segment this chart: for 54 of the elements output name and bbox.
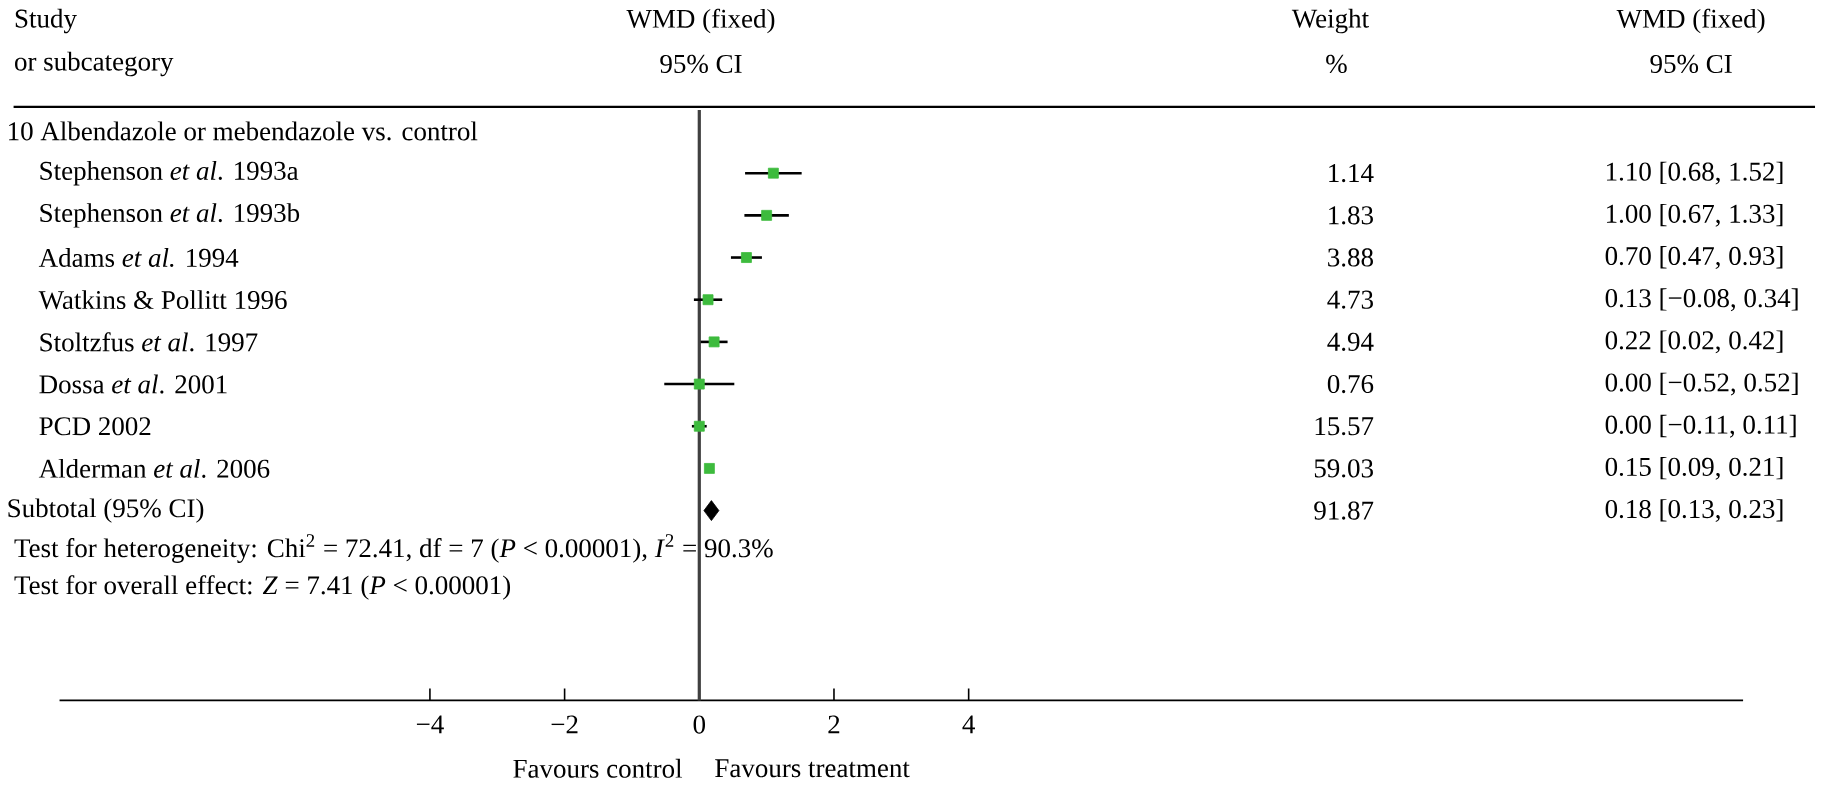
y-tick-label: Subtotal (95% CI) — [8, 498, 204, 523]
annotation: 1.00 [0.67, 1.33] — [1606, 203, 1783, 227]
annotation: 0.15 [0.09, 0.21] — [1605, 456, 1783, 480]
annotation: 91.87 — [1314, 501, 1374, 520]
annotation: 1.14 — [1329, 163, 1374, 183]
text: or subcategory — [15, 51, 174, 77]
text: Weight — [1291, 8, 1369, 34]
x-tick-label: −4 — [416, 715, 444, 734]
y-tick-label: Watkins & Pollitt 1996 — [38, 290, 287, 310]
y-tick-label: Stoltzfus et al. 1997 — [40, 332, 258, 352]
point — [693, 420, 705, 432]
text: % — [1326, 54, 1347, 73]
annotation: 1.10 [0.68, 1.52] — [1606, 161, 1783, 185]
annotation: 0.22 [0.02, 0.42] — [1605, 330, 1783, 354]
annotation: 1.83 — [1329, 206, 1373, 225]
annotation: 59.03 — [1314, 459, 1373, 478]
annotation: 0.18 [0.13, 0.23] — [1605, 499, 1783, 522]
text: 95% CI — [1650, 54, 1732, 73]
y-tick-label: 10 Albendazole or mebendazole vs. control — [9, 121, 478, 141]
x-tick-label: 4 — [962, 715, 975, 734]
point — [708, 336, 720, 348]
x-tick-label: 2 — [828, 715, 840, 734]
annotation: 4.94 — [1327, 332, 1374, 351]
annotation: 0.00 [−0.52, 0.52] — [1605, 372, 1798, 396]
text: Study — [15, 8, 77, 34]
x-tick-label: 0 — [693, 715, 706, 734]
point — [741, 251, 752, 263]
y-tick-label: PCD 2002 — [39, 416, 151, 436]
text: Favours treatment — [715, 759, 910, 778]
point — [702, 294, 714, 305]
annotation: 0.76 — [1327, 374, 1374, 394]
y-tick-label: Stephenson et al. 1993b — [40, 202, 300, 228]
annotation: 15.57 — [1315, 417, 1374, 436]
point — [761, 209, 773, 221]
point — [703, 500, 720, 521]
text: Favours control — [513, 758, 683, 778]
point — [693, 378, 705, 390]
annotation: Test for heterogeneity: Chi$^{2}$ = 72.41, df = 7 (P < 0.00001), I$^{2}$ = 90.3% — [14, 533, 773, 563]
annotation: 0.70 [0.47, 0.93] — [1605, 245, 1783, 269]
annotation: 0.13 [−0.08, 0.34] — [1605, 288, 1798, 311]
x-tick-label: −2 — [551, 715, 578, 734]
point — [704, 462, 715, 474]
annotation: 0.00 [−0.11, 0.11] — [1605, 414, 1796, 438]
y-tick-label: Dossa et al. 2001 — [39, 374, 227, 394]
y-tick-label: Stephenson et al. 1993a — [40, 160, 299, 186]
point — [767, 167, 779, 179]
text: 95% CI — [660, 54, 742, 73]
text: WMD (fixed) — [1616, 8, 1765, 34]
y-tick-label: Adams et al. 1994 — [38, 247, 239, 267]
annotation: 4.73 — [1327, 290, 1373, 309]
y-tick-label: Alderman et al. 2006 — [38, 458, 270, 478]
text: WMD (fixed) — [626, 8, 775, 34]
annotation: 3.88 — [1328, 248, 1373, 267]
annotation: Test for overall effect: Z = 7.41 (P < 0.00001) — [14, 574, 511, 600]
